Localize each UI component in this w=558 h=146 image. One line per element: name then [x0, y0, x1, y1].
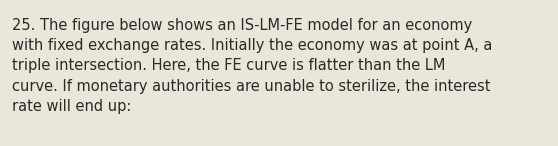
- Text: 25. The figure below shows an IS-LM-FE model for an economy
with fixed exchange : 25. The figure below shows an IS-LM-FE m…: [12, 18, 493, 114]
